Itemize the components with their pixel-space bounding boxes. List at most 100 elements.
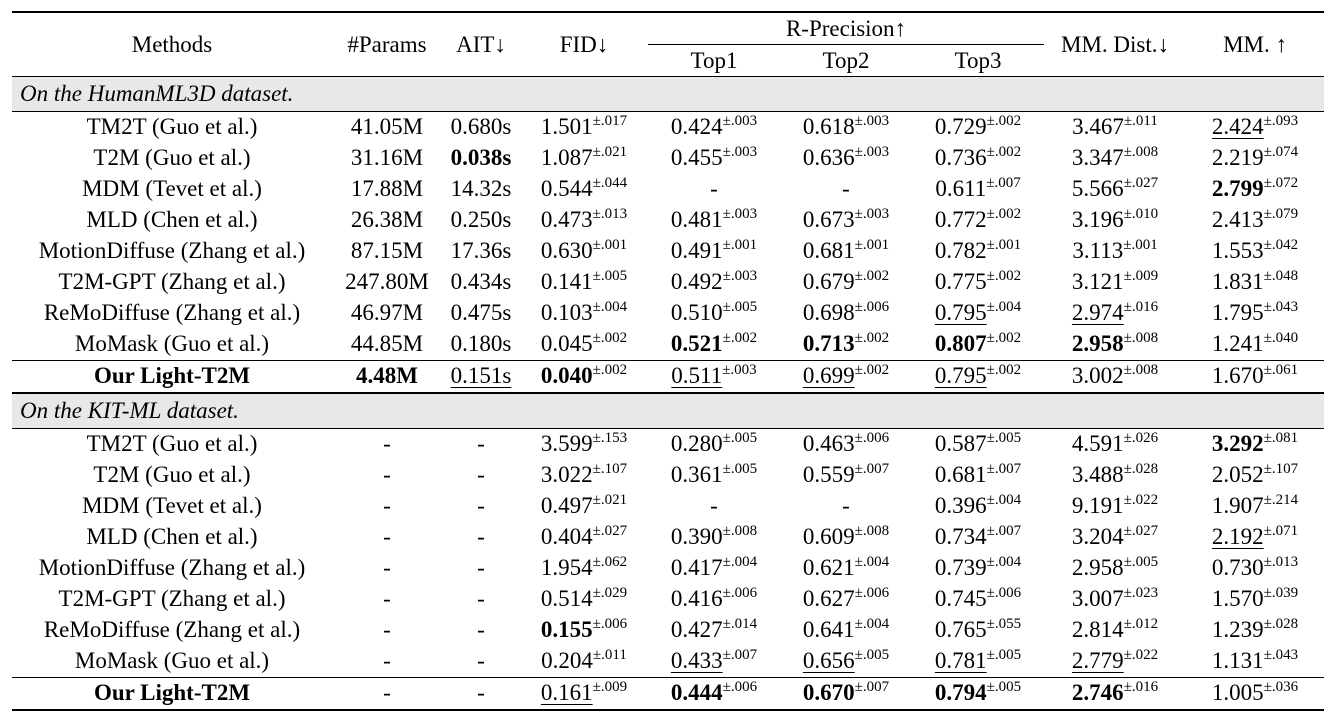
cell-std: ±.021 [592, 144, 628, 161]
cell-mm-dist: 2.974±.016 [1044, 298, 1186, 329]
cell-value: - [383, 555, 391, 581]
cell-value: 17.88M [350, 176, 424, 202]
cell-mm-dist: 3.007±.023 [1044, 584, 1186, 615]
cell-value: 1.087 [540, 145, 593, 171]
cell-fid: 1.087±.021 [520, 143, 648, 174]
cell-value: - [383, 462, 391, 488]
cell-top3: 0.396±.004 [912, 491, 1044, 522]
cell-std: ±.005 [592, 268, 628, 285]
method-name: MDM (Tevet et al.) [82, 493, 262, 519]
cell-std: ±.036 [1263, 679, 1299, 696]
cell-fid: 1.954±.062 [520, 553, 648, 584]
cell-value: 3.204 [1071, 524, 1124, 550]
cell-std: ±.004 [986, 554, 1022, 571]
header-top2: Top2 [822, 48, 870, 73]
table-row: MoMask (Guo et al.) 44.85M 0.180s 0.045±.00… [12, 329, 1324, 361]
cell-value: 0.730 [1211, 555, 1264, 581]
cell-value: - [383, 680, 391, 706]
cell-std: ±.004 [854, 554, 890, 571]
cell-std: ±.005 [986, 679, 1022, 696]
cell-value: 0.511 [671, 363, 723, 389]
cell-top2: 0.618±.003 [780, 112, 912, 144]
cell-ait: - [442, 615, 520, 646]
cell-mm-dist: 3.113±.001 [1044, 236, 1186, 267]
cell-std: ±.003 [722, 206, 758, 223]
cell-fid: 0.045±.002 [520, 329, 648, 361]
cell-std: ±.026 [1123, 430, 1159, 447]
cell-value: - [710, 493, 718, 519]
cell-top1: - [648, 174, 780, 205]
cell-std: ±.074 [1263, 144, 1299, 161]
cell-value: 0.559 [802, 462, 855, 488]
cell-params: - [332, 615, 442, 646]
cell-std: ±.003 [722, 362, 757, 379]
cell-value: 1.907 [1211, 493, 1264, 519]
cell-std: ±.044 [592, 175, 628, 192]
cell-top2: 0.641±.004 [780, 615, 912, 646]
cell-value: 3.488 [1071, 462, 1124, 488]
cell-top2: 0.699±.002 [780, 360, 912, 393]
cell-top2: 0.679±.002 [780, 267, 912, 298]
cell-std: ±.002 [986, 330, 1022, 347]
cell-value: 1.831 [1211, 269, 1264, 295]
cell-value: 0.521 [670, 331, 723, 357]
cell-std: ±.027 [1123, 175, 1159, 192]
cell-value: 2.974 [1071, 300, 1124, 326]
cell-value: 3.007 [1071, 586, 1124, 612]
cell-params: - [332, 677, 442, 710]
cell-value: 0.807 [934, 331, 987, 357]
method-name: MLD (Chen et al.) [86, 524, 258, 550]
cell-value: - [710, 176, 718, 202]
cell-std: ±.005 [722, 461, 758, 478]
cell-fid: 0.514±.029 [520, 584, 648, 615]
cell-top3: 0.795±.002 [912, 360, 1045, 393]
cell-mm-dist: 2.779±.022 [1044, 646, 1186, 678]
method-name: T2M-GPT (Zhang et al.) [58, 586, 286, 612]
table-header: Methods #Params AIT↓ FID↓ R-Precision↑ M… [12, 12, 1325, 77]
cell-mm: 2.413±.079 [1186, 205, 1324, 236]
cell-value: 0.713 [802, 331, 855, 357]
cell-std: ±.006 [854, 299, 890, 316]
cell-top3: 0.807±.002 [912, 329, 1044, 361]
cell-value: 0.772 [934, 207, 987, 233]
cell-params: 87.15M [332, 236, 442, 267]
cell-value: - [477, 524, 485, 550]
cell-top2: 0.609±.008 [780, 522, 912, 553]
table-row: MotionDiffuse (Zhang et al.) - - 1.954±.062… [12, 553, 1324, 584]
cell-value: 41.05M [350, 114, 424, 140]
method-name: T2M (Guo et al.) [93, 462, 251, 488]
cell-value: - [477, 555, 485, 581]
cell-top2: 0.698±.006 [780, 298, 912, 329]
cell-mm: 1.570±.039 [1186, 584, 1324, 615]
method-name: T2M (Guo et al.) [93, 145, 251, 171]
cell-value: 0.734 [934, 524, 987, 550]
cell-value: 0.510 [670, 300, 723, 326]
cell-std: ±.028 [1263, 616, 1299, 633]
cell-std: ±.022 [1123, 492, 1159, 509]
cell-value: 0.361 [670, 462, 723, 488]
method-name: MotionDiffuse (Zhang et al.) [38, 238, 306, 264]
header-mm-dist: MM. Dist.↓ [1061, 32, 1170, 57]
cell-value: 5.566 [1071, 176, 1124, 202]
cell-std: ±.001 [592, 237, 628, 254]
cell-top2: 0.713±.002 [780, 329, 912, 361]
cell-std: ±.004 [592, 299, 628, 316]
cell-value: 1.241 [1211, 331, 1264, 357]
table-row: MDM (Tevet et al.) 17.88M 14.32s 0.544±.044… [12, 174, 1324, 205]
cell-value: 2.799 [1211, 176, 1264, 202]
cell-std: ±.107 [592, 461, 628, 478]
cell-std: ±.005 [722, 430, 758, 447]
cell-top3: 0.729±.002 [912, 112, 1044, 144]
cell-value: 3.121 [1071, 269, 1124, 295]
cell-top1: 0.511±.003 [648, 360, 780, 393]
cell-params: 31.16M [332, 143, 442, 174]
cell-value: 1.570 [1211, 586, 1264, 612]
cell-top3: 0.739±.004 [912, 553, 1044, 584]
cell-std: ±.081 [1263, 430, 1299, 447]
cell-fid: 0.103±.004 [520, 298, 648, 329]
cell-top1: 0.510±.005 [648, 298, 780, 329]
section-header: On the HumanML3D dataset. [12, 76, 1325, 112]
cell-top1: 0.491±.001 [648, 236, 780, 267]
cell-fid: 0.630±.001 [520, 236, 648, 267]
cell-std: ±.027 [592, 523, 628, 540]
